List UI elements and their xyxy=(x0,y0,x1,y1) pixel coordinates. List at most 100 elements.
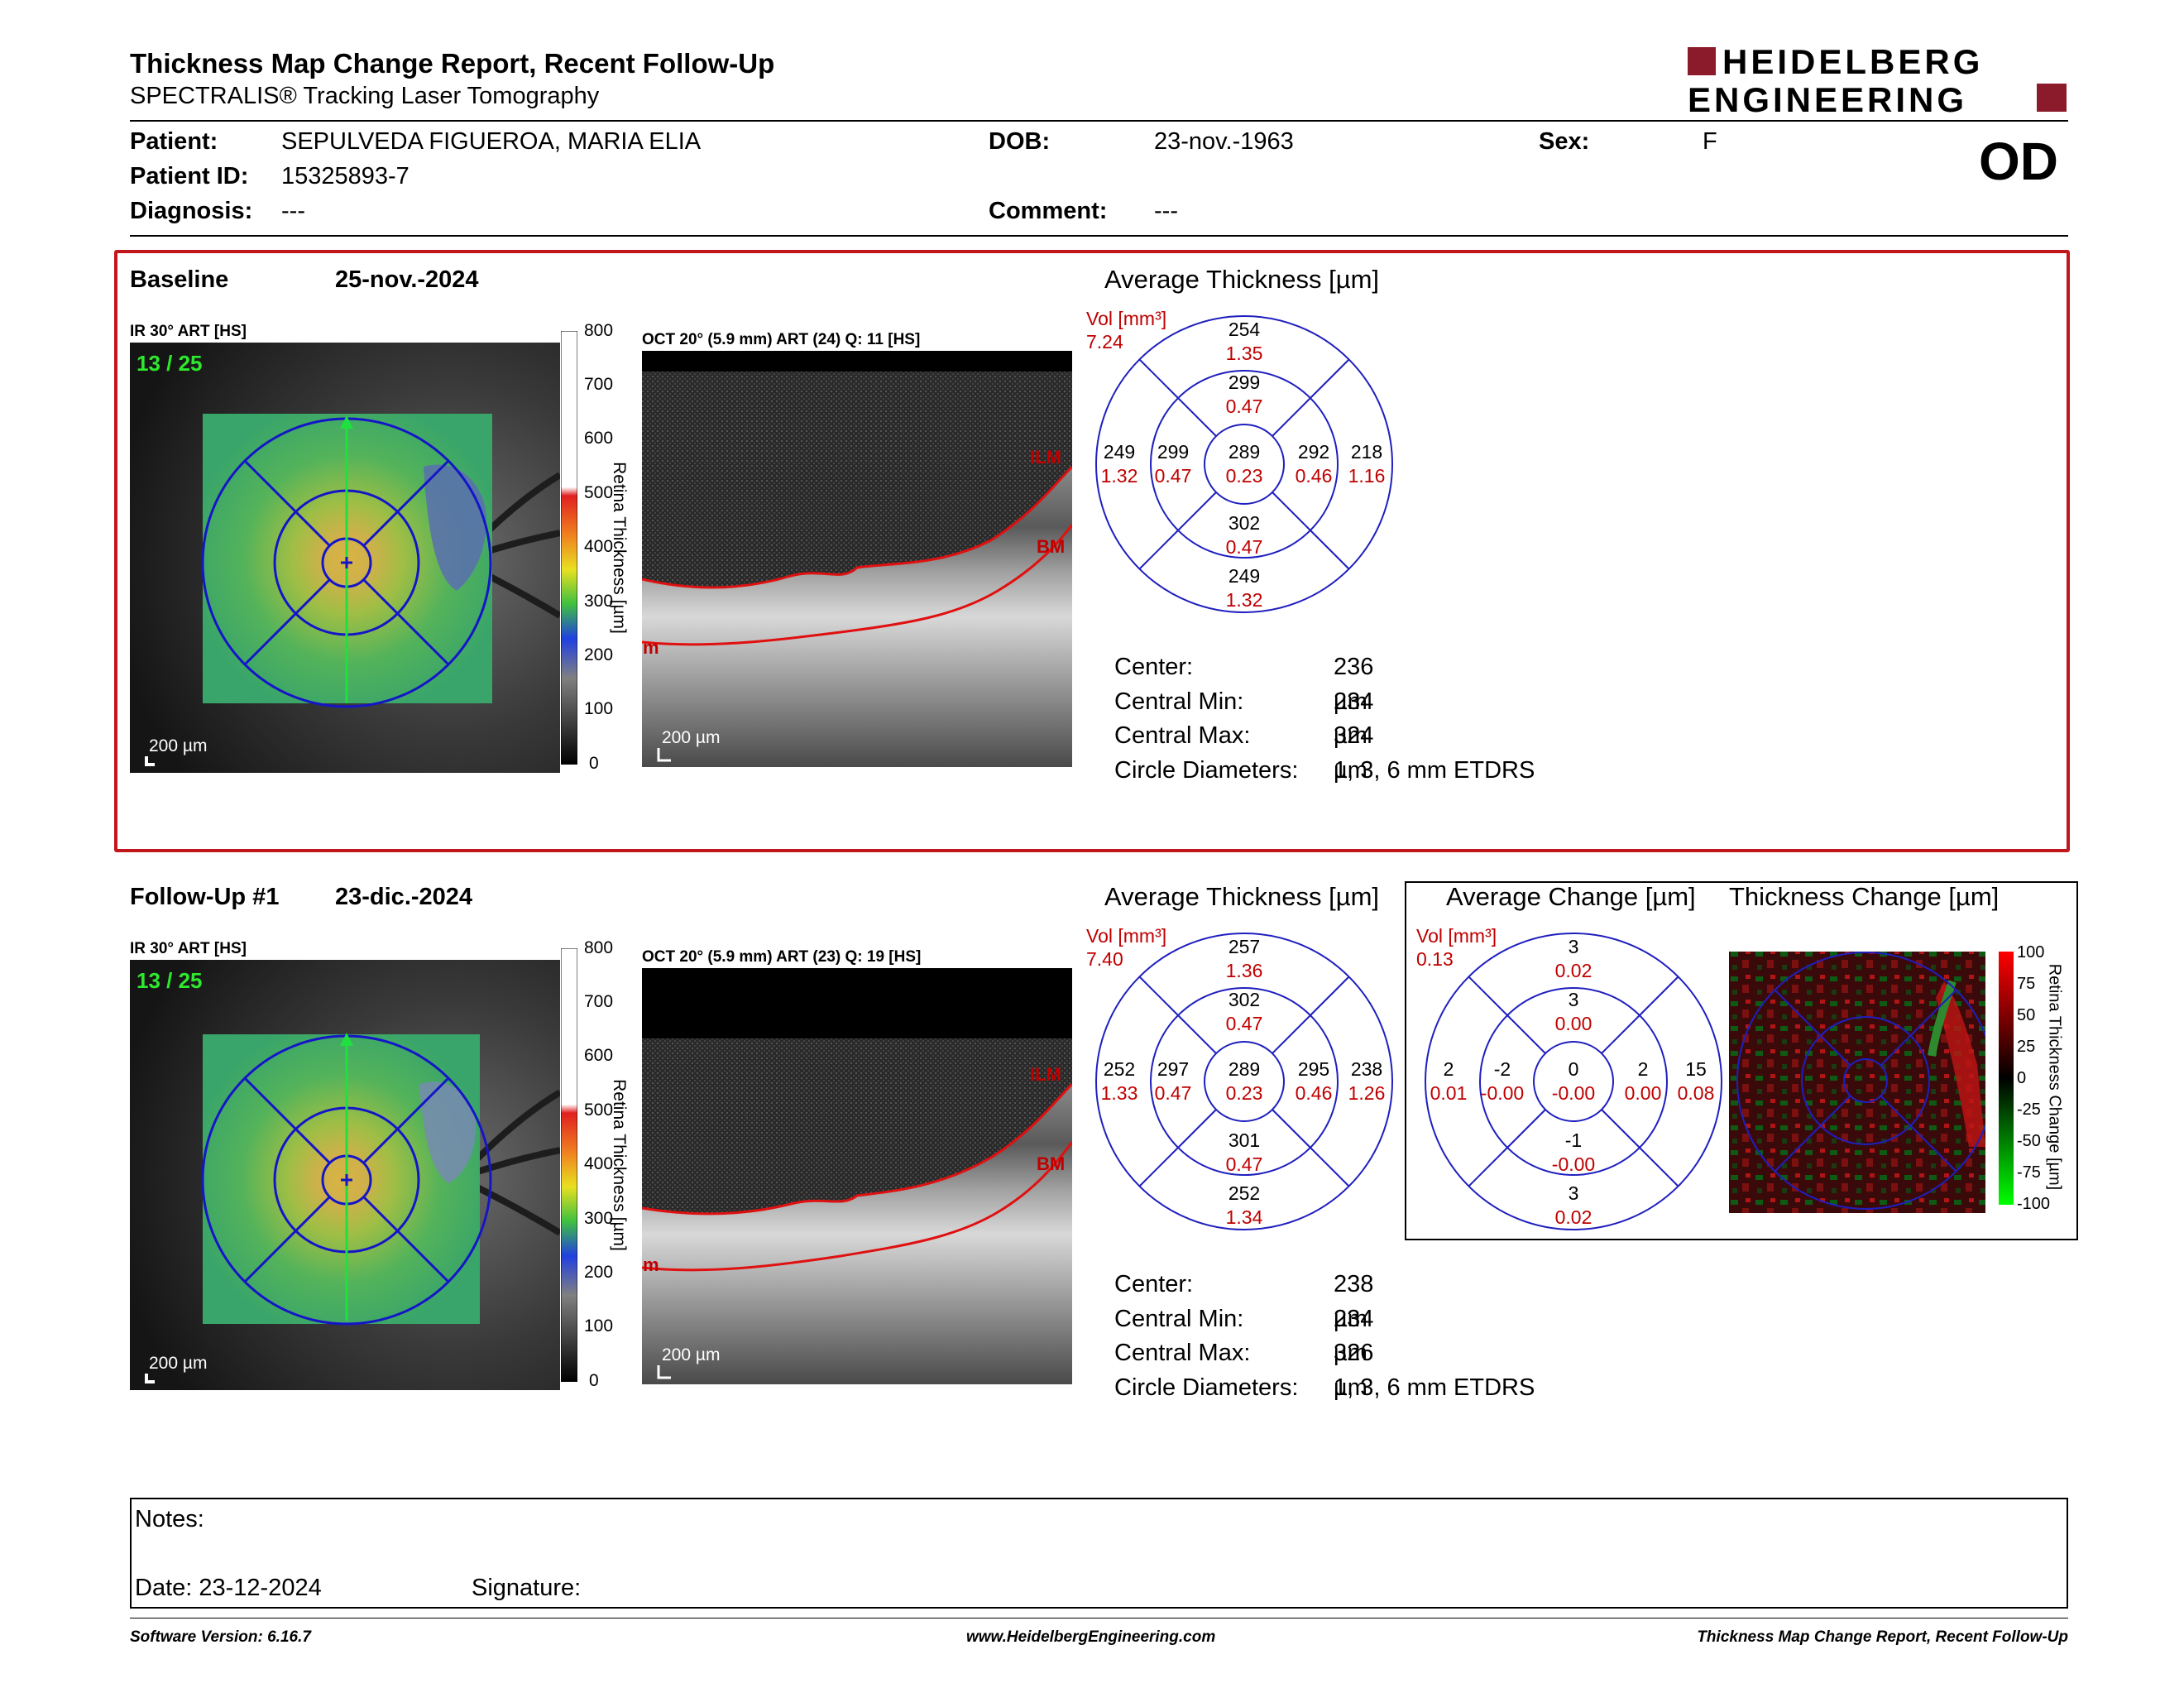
report-subtitle: SPECTRALIS® Tracking Laser Tomography xyxy=(130,83,600,109)
followup-sector-outer-nas: 238 1.26 xyxy=(1348,1058,1386,1104)
notes-date: Date: 23-12-2024 xyxy=(135,1575,322,1601)
followup-ilm-label: ILM xyxy=(1030,1064,1061,1085)
baseline-ir-label: IR 30° ART [HS] xyxy=(130,323,247,340)
baseline-thickness-axis-label: Retina Thickness [µm] xyxy=(610,462,629,634)
dob-value: 23-nov.-1963 xyxy=(1154,128,1294,155)
change-sector-inner-sup: 3 0.00 xyxy=(1554,989,1592,1034)
baseline-thickness-colorbar xyxy=(560,330,578,765)
followup-oct-scale: 200 µm xyxy=(662,1345,721,1364)
patient-id-label: Patient ID: xyxy=(130,163,249,189)
comment-label: Comment: xyxy=(989,198,1108,224)
baseline-sector-outer-sup: 254 1.35 xyxy=(1225,319,1263,364)
change-sector-inner-temp: -2 -0.00 xyxy=(1480,1058,1525,1104)
change-vol-value: 0.13 xyxy=(1416,948,1454,970)
change-sector-outer-inf: 3 0.02 xyxy=(1554,1182,1592,1228)
baseline-sector-outer-nas: 218 1.16 xyxy=(1348,441,1386,487)
followup-oct-label: OCT 20° (5.9 mm) ART (23) Q: 19 [HS] xyxy=(642,948,922,966)
baseline-sector-outer-temp: 249 1.32 xyxy=(1100,441,1138,487)
notes-signature-label: Signature: xyxy=(472,1575,582,1601)
followup-avg-title: Average Thickness [µm] xyxy=(1104,882,1380,911)
change-sector-outer-nas: 15 0.08 xyxy=(1677,1058,1715,1104)
baseline-thickness-ticks: 800 700 600 500 400 300 200 100 0 xyxy=(584,321,614,773)
change-panel xyxy=(1405,881,2078,1240)
baseline-sector-inner-sup: 299 0.47 xyxy=(1225,372,1263,417)
baseline-m-label: m xyxy=(643,637,659,658)
followup-label: Follow-Up #1 xyxy=(130,884,280,910)
comment-value: --- xyxy=(1154,198,1178,224)
followup-sector-center: 289 0.23 xyxy=(1225,1058,1263,1104)
followup-fundus-scale: 200 µm xyxy=(149,1354,208,1373)
baseline-bm-label: BM xyxy=(1037,536,1066,557)
change-colorbar xyxy=(1999,952,2014,1205)
baseline-vol-label: Vol [mm³] xyxy=(1086,308,1167,329)
followup-thickness-colorbar xyxy=(560,947,578,1383)
change-scale-ticks: 100 75 50 25 0 -25 -50 -75 -100 xyxy=(2017,943,2051,1213)
baseline-fundus-scale: 200 µm xyxy=(149,736,208,755)
svg-text:ENGINEERING: ENGINEERING xyxy=(1688,80,1967,118)
baseline-etdrs-grid xyxy=(1092,314,1398,614)
diagnosis-value: --- xyxy=(281,198,305,224)
report-title: Thickness Map Change Report, Recent Foll… xyxy=(130,48,775,79)
followup-vol-label: Vol [mm³] xyxy=(1086,925,1167,947)
followup-m-label: m xyxy=(643,1254,659,1275)
baseline-sector-outer-inf: 249 1.32 xyxy=(1225,565,1263,611)
baseline-frame-counter: 13 / 25 xyxy=(136,351,203,376)
baseline-oct-label: OCT 20° (5.9 mm) ART (24) Q: 11 [HS] xyxy=(642,331,921,348)
patient-label: Patient: xyxy=(130,128,218,155)
baseline-oct-bscan xyxy=(641,351,1074,767)
followup-etdrs-grid xyxy=(1092,932,1398,1231)
notes-label: Notes: xyxy=(135,1506,204,1532)
change-sector-center: 0 -0.00 xyxy=(1551,1058,1596,1104)
change-title: Average Change [µm] xyxy=(1446,882,1696,911)
thickness-change-map xyxy=(1729,948,1995,1213)
change-map-title: Thickness Change [µm] xyxy=(1729,882,2000,911)
followup-sector-inner-nas: 295 0.46 xyxy=(1295,1058,1333,1104)
followup-stats: Center: 238 µm Central Min: 234 µm Central… xyxy=(1114,1271,1535,1401)
change-sector-inner-nas: 2 0.00 xyxy=(1624,1058,1662,1104)
followup-sector-inner-inf: 301 0.47 xyxy=(1225,1129,1263,1175)
followup-frame-counter: 13 / 25 xyxy=(136,968,203,993)
patient-id: 15325893-7 xyxy=(281,163,410,189)
sex-label: Sex: xyxy=(1539,128,1590,155)
change-sector-outer-sup: 3 0.02 xyxy=(1554,936,1592,981)
followup-fundus-image xyxy=(130,960,563,1390)
footer-software-version: Software Version: 6.16.7 xyxy=(130,1628,311,1646)
change-sector-inner-inf: -1 -0.00 xyxy=(1551,1129,1596,1175)
followup-sector-inner-sup: 302 0.47 xyxy=(1225,989,1263,1034)
baseline-stats: Center: 236 µm Central Min: 234 µm Central… xyxy=(1114,654,1535,784)
baseline-frame xyxy=(114,250,2070,852)
dob-label: DOB: xyxy=(989,128,1051,155)
followup-bm-label: BM xyxy=(1037,1153,1066,1174)
baseline-oct-scale: 200 µm xyxy=(662,728,721,747)
followup-ir-label: IR 30° ART [HS] xyxy=(130,940,247,957)
followup-oct-bscan xyxy=(641,968,1074,1384)
baseline-fundus-image xyxy=(130,343,563,773)
svg-text:HEIDELBERG: HEIDELBERG xyxy=(1722,46,1983,81)
baseline-sector-inner-nas: 292 0.46 xyxy=(1295,441,1333,487)
followup-sector-outer-inf: 252 1.34 xyxy=(1225,1182,1263,1228)
followup-date: 23-dic.-2024 xyxy=(335,884,473,910)
patient-name: SEPULVEDA FIGUEROA, MARIA ELIA xyxy=(281,128,702,155)
baseline-sector-inner-temp: 299 0.47 xyxy=(1154,441,1192,487)
followup-sector-outer-temp: 252 1.33 xyxy=(1100,1058,1138,1104)
notes-box[interactable] xyxy=(130,1498,2068,1609)
followup-thickness-ticks: 800 700 600 500 400 300 200 100 0 xyxy=(584,938,614,1390)
baseline-date: 25-nov.-2024 xyxy=(335,266,479,293)
followup-sector-inner-temp: 297 0.47 xyxy=(1154,1058,1192,1104)
change-vol-label: Vol [mm³] xyxy=(1416,925,1497,947)
followup-sector-outer-sup: 257 1.36 xyxy=(1225,936,1263,981)
heidelberg-logo: HEIDELBERG ENGINEERING xyxy=(1688,42,2068,119)
baseline-label: Baseline xyxy=(130,266,229,293)
baseline-sector-center: 289 0.23 xyxy=(1225,441,1263,487)
eye-label: OD xyxy=(1979,132,2058,191)
change-sector-outer-temp: 2 0.01 xyxy=(1430,1058,1468,1104)
diagnosis-label: Diagnosis: xyxy=(130,198,253,224)
baseline-vol-value: 7.24 xyxy=(1086,331,1123,352)
followup-thickness-axis-label: Retina Thickness [µm] xyxy=(610,1079,629,1251)
footer-website[interactable]: www.HeidelbergEngineering.com xyxy=(966,1628,1216,1646)
change-etdrs-grid xyxy=(1421,932,1727,1231)
baseline-ilm-label: ILM xyxy=(1030,447,1061,468)
sex-value: F xyxy=(1703,128,1717,155)
followup-vol-value: 7.40 xyxy=(1086,948,1123,970)
change-axis-label: Retina Thickness Change [µm] xyxy=(2045,963,2064,1191)
